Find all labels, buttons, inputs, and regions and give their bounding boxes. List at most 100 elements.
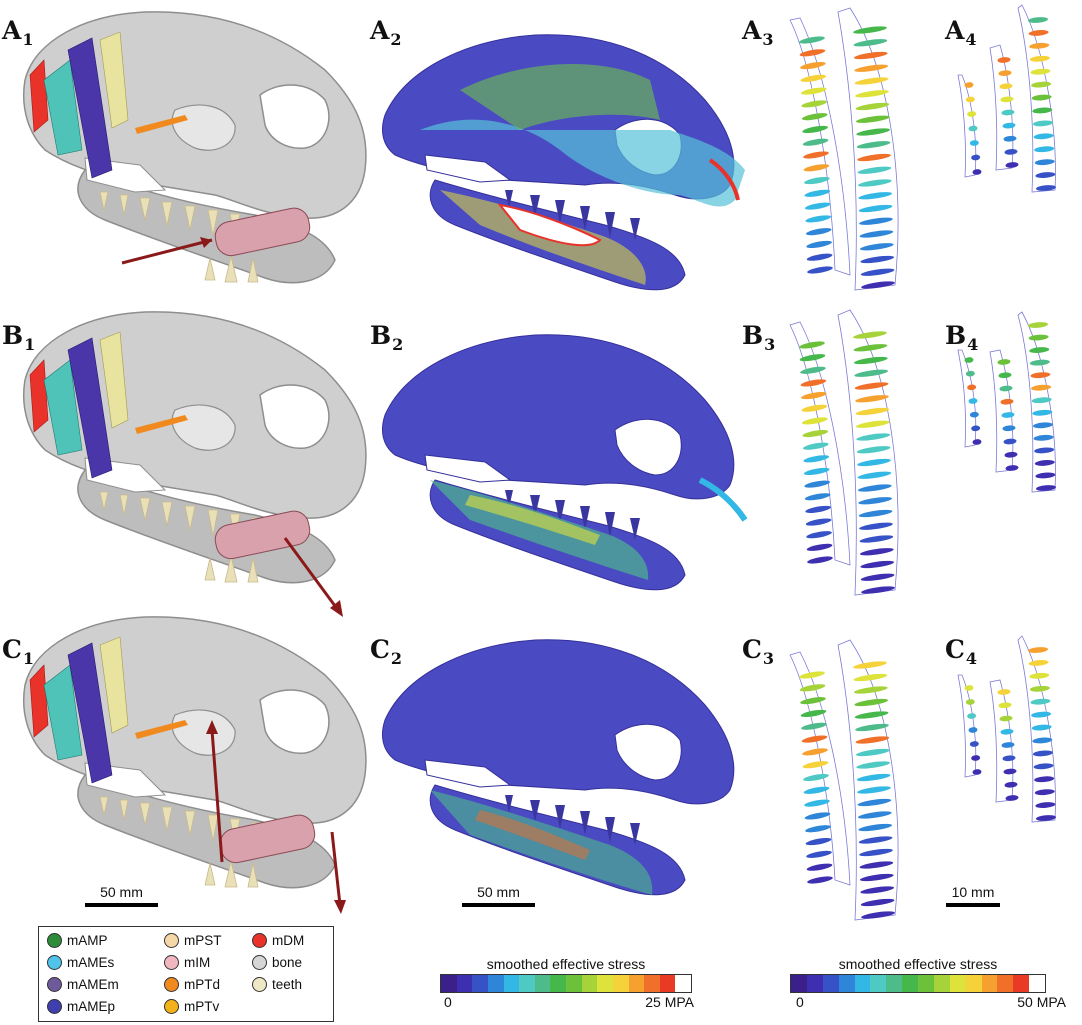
tooth-slice [855, 90, 889, 98]
tooth-slice [855, 723, 889, 732]
tooth-slice [1002, 122, 1016, 129]
tooth-slice [799, 354, 826, 362]
tooth-slice [860, 898, 895, 907]
tooth-slice [857, 471, 892, 479]
muscle-legend: mAMP mAMEs mAMEm mAMEp mPST mIM mPTd mPT… [38, 926, 334, 1022]
tooth-slice [1028, 334, 1049, 341]
panel-label-b4: B4 [945, 321, 979, 354]
tooth-slice [1000, 96, 1014, 103]
colorbar-swatch-14 [1013, 975, 1030, 992]
tooth-slice [1030, 372, 1051, 379]
legend-swatch [252, 977, 267, 992]
tooth-slice [1004, 149, 1018, 155]
bite-muscle-cylinder-b1 [214, 510, 311, 560]
tooth-slice [805, 505, 831, 513]
tooth-slice [1036, 815, 1056, 821]
tooth-slice [999, 83, 1013, 90]
legend-swatch [47, 999, 62, 1014]
tooth-slice [969, 741, 979, 747]
colorbar-swatch-2 [472, 975, 488, 992]
tooth-slice [1029, 685, 1050, 692]
tooth-slice [805, 825, 831, 833]
tooth-slice [801, 722, 827, 730]
colorbar-min-label: 0 [796, 994, 804, 1010]
tooth-section-slices [799, 17, 1056, 919]
colorbar-swatch-5 [870, 975, 887, 992]
tooth-slice [854, 77, 889, 85]
panel-label-a2: A2 [370, 16, 402, 49]
scale-bar-label: 10 mm [951, 884, 995, 900]
tooth-slice [858, 509, 893, 518]
tooth-slice [855, 407, 890, 416]
stress-model-a2 [381, 34, 745, 291]
tooth-slice [998, 702, 1012, 709]
tooth-slice [1032, 422, 1053, 429]
tooth-slice [804, 812, 831, 820]
scale-bar-line [462, 903, 535, 907]
tooth-slice [805, 837, 832, 846]
tooth-slice [859, 848, 893, 857]
tooth-slice [800, 74, 827, 82]
tooth-slice [859, 230, 894, 238]
tooth-slice [1029, 55, 1050, 62]
tooth-slice [854, 382, 889, 390]
tooth-slice [807, 556, 833, 564]
tooth-slice [801, 113, 828, 121]
tooth-slice [804, 202, 831, 210]
tooth-slice [858, 823, 893, 832]
legend-swatch [164, 955, 179, 970]
tooth-slice [806, 253, 833, 261]
tooth-slice [1029, 42, 1050, 49]
panel-label-b2: B2 [370, 321, 404, 354]
tooth-slice [853, 39, 888, 47]
tooth-slice [858, 836, 893, 844]
tooth-slice [1035, 172, 1056, 178]
tooth-slice [853, 661, 887, 669]
colorbar-swatch-11 [612, 975, 629, 992]
tooth-slice [800, 379, 827, 387]
colorbar-swatch-12 [628, 975, 645, 992]
legend-swatch [164, 933, 179, 948]
tooth-slice [853, 51, 888, 60]
tooth-slice [803, 773, 829, 782]
tooth-slice [806, 850, 832, 858]
tooth-slice [1002, 425, 1016, 432]
tooth-slice [1034, 146, 1055, 153]
panel-label-c3: C3 [742, 635, 775, 668]
tooth-slice [803, 786, 830, 794]
skull-model-a1 [22, 11, 367, 284]
tooth-slice [859, 873, 894, 882]
panel-label-b3: B3 [742, 321, 776, 354]
tooth-slice [859, 217, 893, 225]
tooth-slice [971, 154, 981, 161]
tooth-slice [856, 128, 891, 136]
tooth-slice [1005, 162, 1019, 168]
tooth-slice [802, 748, 828, 756]
tooth-slice [1036, 485, 1056, 491]
tooth-slice [1005, 795, 1019, 801]
tooth-slice [801, 392, 827, 400]
tooth-slice [800, 697, 826, 705]
colorbar-swatch-7 [902, 975, 918, 992]
tooth-slice [854, 64, 889, 72]
tooth-slice [857, 166, 892, 174]
tooth-slice [860, 255, 895, 264]
tooth-slice [802, 125, 828, 134]
tooth-slice [1032, 737, 1053, 744]
tooth-slice [999, 385, 1013, 392]
tooth-slice [857, 458, 891, 467]
tooth-slice [1033, 434, 1054, 441]
colorbar-swatches [790, 974, 1046, 993]
tooth-slice [1004, 781, 1018, 788]
tooth-slice [1031, 94, 1052, 101]
colorbar-swatch-7 [550, 975, 566, 992]
bite-muscle-cylinder-a1 [214, 207, 311, 257]
tooth-slice [969, 411, 979, 418]
tooth-slice [972, 169, 982, 175]
tooth-slice [1032, 409, 1053, 416]
tooth-slice [1036, 185, 1056, 191]
tooth-slice [855, 115, 890, 123]
tooth-slice [807, 876, 833, 884]
scale-bar-tooth-sections: 10 mm [946, 884, 1000, 907]
tooth-slice [997, 57, 1011, 63]
